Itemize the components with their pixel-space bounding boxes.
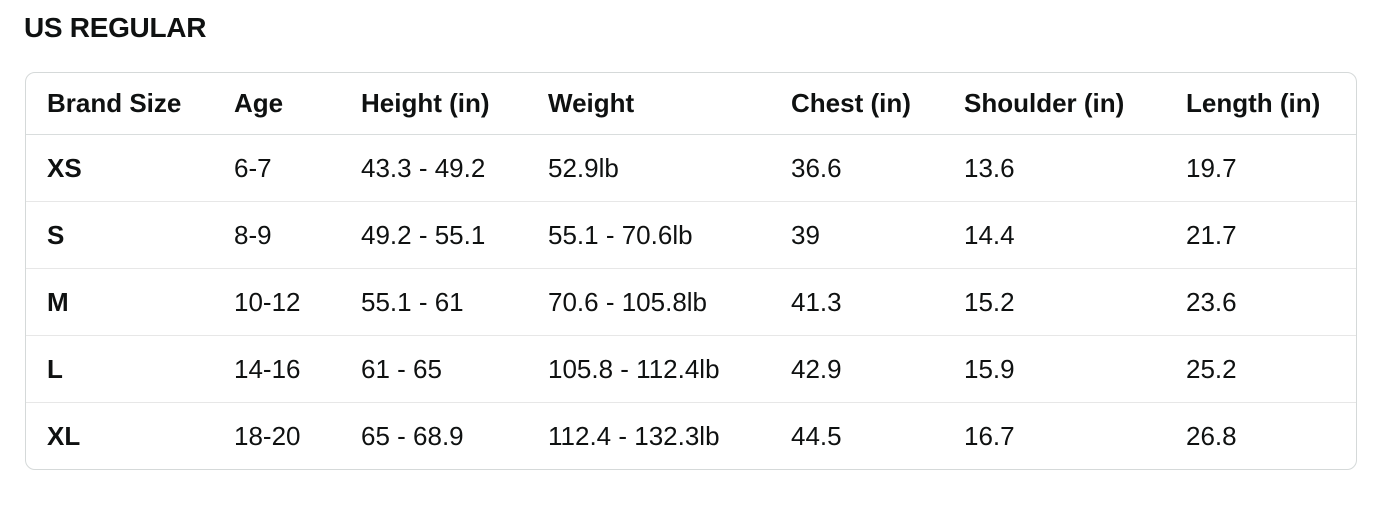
- cell-chest: 39: [770, 201, 943, 269]
- column-header-weight: Weight: [527, 73, 770, 135]
- cell-weight: 52.9lb: [527, 134, 770, 202]
- column-header-length: Length (in): [1165, 73, 1356, 135]
- cell-chest: 42.9: [770, 335, 943, 403]
- size-table-body: XS 6-7 43.3 - 49.2 52.9lb 36.6 13.6 19.7 S 8-9 49…: [26, 134, 1356, 470]
- cell-shoulder: 15.2: [943, 268, 1165, 336]
- cell-weight: 112.4 - 132.3lb: [548, 420, 720, 451]
- cell-age: 8-9: [213, 201, 340, 269]
- table-row-l: L 14-16 61 - 65 105.8 - 112.4lb 42.9 15.9 25.2: [26, 335, 1356, 403]
- cell-shoulder: 14.4: [943, 201, 1165, 269]
- cell-brand-size: L: [26, 335, 213, 403]
- cell-age: 10-12: [213, 268, 340, 336]
- cell-height: 61 - 65: [340, 335, 527, 403]
- cell-age: 18-20: [234, 420, 301, 451]
- column-header-height: Height (in): [340, 73, 527, 135]
- cell-length: 23.6: [1165, 268, 1356, 336]
- size-chart-card: Brand Size Age Height (in) Weight Chest (in)…: [25, 72, 1357, 470]
- column-header-chest: Chest (in): [770, 73, 943, 135]
- cell-chest: 36.6: [770, 134, 943, 202]
- table-row-xl: XL 18-20 65 - 68.9 112.4 - 132.3lb 44.5 16.7 2…: [26, 403, 1356, 470]
- page-title: US REGULAR: [24, 12, 207, 43]
- table-row-m: M 10-12 55.1 - 61 70.6 - 105.8lb 41.3 15.2 23.…: [26, 268, 1356, 336]
- cell-length: 26.8: [1186, 420, 1237, 451]
- cell-chest: 41.3: [770, 268, 943, 336]
- cell-height: 43.3 - 49.2: [340, 134, 527, 202]
- cell-height: 65 - 68.9: [361, 420, 464, 451]
- cell-brand-size: XS: [26, 134, 213, 202]
- column-header-shoulder: Shoulder (in): [943, 73, 1165, 135]
- cell-height: 49.2 - 55.1: [340, 201, 527, 269]
- header-row: Brand Size Age Height (in) Weight Chest (in)…: [26, 73, 1356, 135]
- cell-brand-size: S: [26, 201, 213, 269]
- cell-brand-size: XL: [47, 420, 81, 451]
- cell-age: 6-7: [213, 134, 340, 202]
- cell-length: 21.7: [1165, 201, 1356, 269]
- table-row-xs: XS 6-7 43.3 - 49.2 52.9lb 36.6 13.6 19.7: [26, 134, 1356, 202]
- size-chart-page: US REGULAR Brand Size Age Height (in) Weigh…: [0, 12, 1382, 470]
- cell-weight: 55.1 - 70.6lb: [527, 201, 770, 269]
- size-chart-table: Brand Size Age Height (in) Weight Chest (in)…: [26, 73, 1356, 470]
- column-header-age: Age: [213, 73, 340, 135]
- cell-shoulder: 16.7: [964, 420, 1015, 451]
- cell-chest: 44.5: [791, 420, 842, 451]
- cell-length: 25.2: [1165, 335, 1356, 403]
- cell-shoulder: 13.6: [943, 134, 1165, 202]
- cell-age: 14-16: [213, 335, 340, 403]
- cell-height: 55.1 - 61: [340, 268, 527, 336]
- cell-weight: 105.8 - 112.4lb: [527, 335, 770, 403]
- cell-shoulder: 15.9: [943, 335, 1165, 403]
- cell-weight: 70.6 - 105.8lb: [527, 268, 770, 336]
- cell-brand-size: M: [26, 268, 213, 336]
- cell-length: 19.7: [1165, 134, 1356, 202]
- column-header-brand-size: Brand Size: [26, 73, 213, 135]
- table-row-s: S 8-9 49.2 - 55.1 55.1 - 70.6lb 39 14.4 21.7: [26, 201, 1356, 269]
